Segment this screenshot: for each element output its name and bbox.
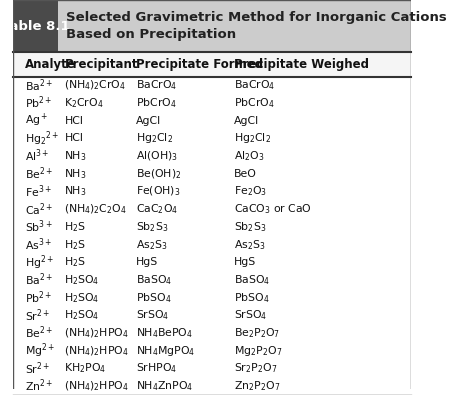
Bar [13,324,411,342]
Text: SrSO$_4$: SrSO$_4$ [136,308,170,322]
Text: NH$_4$MgPO$_4$: NH$_4$MgPO$_4$ [136,344,195,358]
Bar [13,342,411,359]
Bar [13,307,411,324]
Text: Zn$^{2+}$: Zn$^{2+}$ [25,378,53,395]
Text: NH$_3$: NH$_3$ [64,184,87,198]
Text: As$_2$S$_3$: As$_2$S$_3$ [136,238,168,252]
Text: Zn$_2$P$_2$O$_7$: Zn$_2$P$_2$O$_7$ [234,379,280,393]
Text: AgCl: AgCl [136,116,161,126]
Bar [13,112,411,130]
Text: Sb$_2$S$_3$: Sb$_2$S$_3$ [234,220,266,234]
Text: Al$^{3+}$: Al$^{3+}$ [25,148,49,164]
Text: PbCrO$_4$: PbCrO$_4$ [234,96,274,110]
Text: As$_2$S$_3$: As$_2$S$_3$ [234,238,265,252]
Bar [13,254,411,271]
Text: Selected Gravimetric Method for Inorganic Cations
Based on Precipitation: Selected Gravimetric Method for Inorgani… [66,11,447,41]
Text: H$_2$SO$_4$: H$_2$SO$_4$ [64,291,100,305]
Text: HCl: HCl [64,116,83,126]
Bar [13,0,58,53]
Bar [13,77,411,94]
Text: NH$_3$: NH$_3$ [64,149,87,163]
Bar [13,359,411,377]
Text: Be$_2$P$_2$O$_7$: Be$_2$P$_2$O$_7$ [234,326,280,340]
Text: HgS: HgS [234,257,256,267]
Text: Sr$^{2+}$: Sr$^{2+}$ [25,360,50,377]
Text: Ag$^+$: Ag$^+$ [25,112,48,130]
Text: Be$^{2+}$: Be$^{2+}$ [25,166,53,182]
Text: PbSO$_4$: PbSO$_4$ [234,291,269,305]
Bar [13,271,411,289]
Text: Sb$_2$S$_3$: Sb$_2$S$_3$ [136,220,168,234]
Bar [13,165,411,183]
Text: CaCO$_3$ or CaO: CaCO$_3$ or CaO [234,202,312,216]
Text: Table 8.1: Table 8.1 [2,20,69,33]
Bar [58,0,411,53]
Text: NH$_3$: NH$_3$ [64,167,87,181]
Text: Hg$_2$Cl$_2$: Hg$_2$Cl$_2$ [234,132,271,145]
Text: (NH$_4$)$_2$HPO$_4$: (NH$_4$)$_2$HPO$_4$ [64,326,129,340]
Text: AgCl: AgCl [234,116,259,126]
Text: H$_2$S: H$_2$S [64,220,86,234]
Text: Fe$_2$O$_3$: Fe$_2$O$_3$ [234,184,267,198]
Text: Fe(OH)$_3$: Fe(OH)$_3$ [136,185,181,198]
Text: Sr$_2$P$_2$O$_7$: Sr$_2$P$_2$O$_7$ [234,361,277,375]
Text: As$^{3+}$: As$^{3+}$ [25,236,52,253]
Text: BaSO$_4$: BaSO$_4$ [234,273,270,287]
Text: BaCrO$_4$: BaCrO$_4$ [234,79,275,92]
Text: NH$_4$ZnPO$_4$: NH$_4$ZnPO$_4$ [136,379,193,393]
Text: Sr$^{2+}$: Sr$^{2+}$ [25,307,50,324]
Text: Pb$^{2+}$: Pb$^{2+}$ [25,95,52,111]
Text: PbSO$_4$: PbSO$_4$ [136,291,172,305]
Text: Hg$_2$$^{2+}$: Hg$_2$$^{2+}$ [25,129,59,148]
Text: Be(OH)$_2$: Be(OH)$_2$ [136,167,182,181]
Text: Mg$^{2+}$: Mg$^{2+}$ [25,341,55,360]
Text: Precipitate Formed: Precipitate Formed [136,58,263,71]
Text: Analyte: Analyte [25,58,75,71]
Bar [13,200,411,218]
Text: Fe$^{3+}$: Fe$^{3+}$ [25,183,52,200]
Text: HCl: HCl [64,134,83,143]
Bar [13,377,411,395]
Text: H$_2$SO$_4$: H$_2$SO$_4$ [64,273,100,287]
Text: Hg$_2$Cl$_2$: Hg$_2$Cl$_2$ [136,132,173,145]
Text: Precipitant: Precipitant [64,58,138,71]
Text: Al$_2$O$_3$: Al$_2$O$_3$ [234,149,264,163]
Text: PbCrO$_4$: PbCrO$_4$ [136,96,177,110]
Bar [13,183,411,200]
Text: KH$_2$PO$_4$: KH$_2$PO$_4$ [64,361,107,375]
Text: (NH$_4$)$_2$HPO$_4$: (NH$_4$)$_2$HPO$_4$ [64,344,129,357]
Text: BeO: BeO [234,169,256,179]
Text: H$_2$SO$_4$: H$_2$SO$_4$ [64,308,100,322]
Text: H$_2$S: H$_2$S [64,256,86,269]
Text: Ca$^{2+}$: Ca$^{2+}$ [25,201,53,218]
Text: HgS: HgS [136,257,158,267]
Bar [13,130,411,147]
Text: (NH$_4$)$_2$C$_2$O$_4$: (NH$_4$)$_2$C$_2$O$_4$ [64,203,128,216]
Text: (NH$_4$)$_2$HPO$_4$: (NH$_4$)$_2$HPO$_4$ [64,379,129,393]
Bar [13,53,411,77]
Bar [13,147,411,165]
Text: SrHPO$_4$: SrHPO$_4$ [136,361,177,375]
Text: Pb$^{2+}$: Pb$^{2+}$ [25,290,52,306]
Text: (NH$_4$)$_2$CrO$_4$: (NH$_4$)$_2$CrO$_4$ [64,79,127,92]
Bar [13,218,411,236]
Text: SrSO$_4$: SrSO$_4$ [234,308,267,322]
Bar [13,236,411,254]
Text: Hg$^{2+}$: Hg$^{2+}$ [25,253,54,272]
Text: H$_2$S: H$_2$S [64,238,86,252]
Bar [13,94,411,112]
Text: Be$^{2+}$: Be$^{2+}$ [25,325,53,341]
Text: Precipitate Weighed: Precipitate Weighed [234,58,369,71]
Text: Ba$^{2+}$: Ba$^{2+}$ [25,272,53,288]
Text: Mg$_2$P$_2$O$_7$: Mg$_2$P$_2$O$_7$ [234,344,282,358]
Bar [13,289,411,307]
Text: NH$_4$BePO$_4$: NH$_4$BePO$_4$ [136,326,193,340]
Text: Sb$^{3+}$: Sb$^{3+}$ [25,219,53,235]
Text: BaCrO$_4$: BaCrO$_4$ [136,79,177,92]
Text: K$_2$CrO$_4$: K$_2$CrO$_4$ [64,96,104,110]
Text: CaC$_2$O$_4$: CaC$_2$O$_4$ [136,202,178,216]
Text: Al(OH)$_3$: Al(OH)$_3$ [136,149,178,163]
Text: BaSO$_4$: BaSO$_4$ [136,273,172,287]
Text: Ba$^{2+}$: Ba$^{2+}$ [25,77,53,94]
